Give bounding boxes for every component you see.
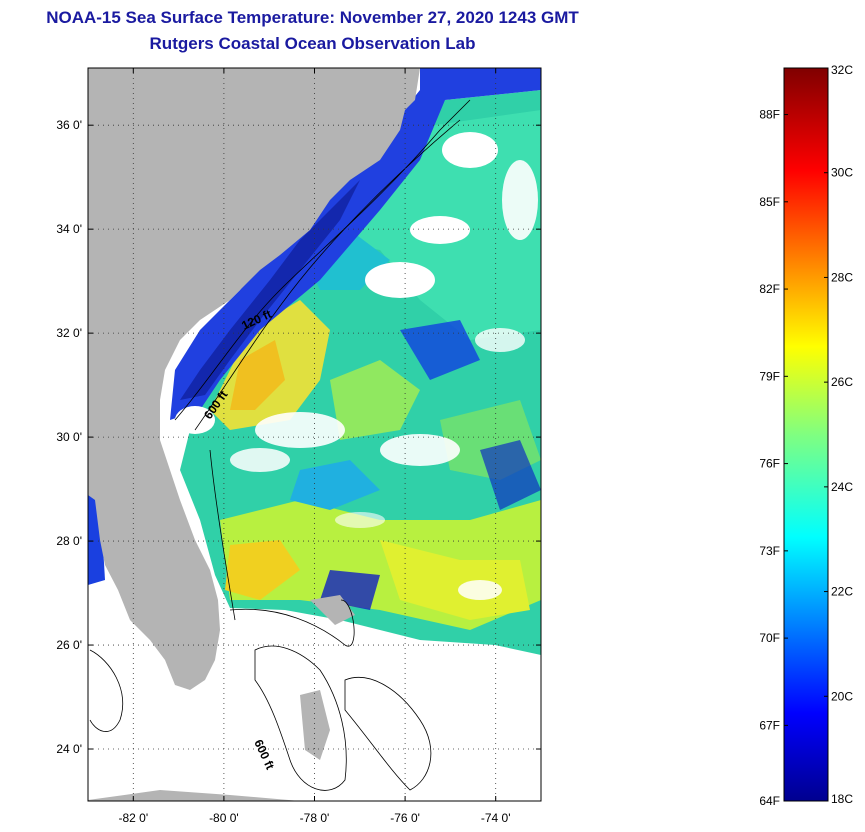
lat-tick-label: 36 0' (56, 118, 82, 132)
lon-tick-label: -78 0' (300, 811, 330, 825)
colorbar-fahrenheit-label: 88F (759, 108, 780, 122)
lat-tick-label: 24 0' (56, 742, 82, 756)
lat-tick-label: 28 0' (56, 534, 82, 548)
sst-data-layer (88, 68, 541, 655)
lat-tick-label: 26 0' (56, 638, 82, 652)
map-subtitle: Rutgers Coastal Ocean Observation Lab (149, 34, 476, 53)
lat-tick-label: 30 0' (56, 430, 82, 444)
colorbar-fahrenheit-label: 79F (759, 369, 780, 383)
lon-tick-label: -80 0' (209, 811, 239, 825)
bahamas-land (300, 690, 330, 760)
colorbar (783, 67, 829, 802)
colorbar-celsius-label: 28C (831, 270, 853, 284)
colorbar-fahrenheit-label: 70F (759, 631, 780, 645)
colorbar-celsius-label: 18C (831, 792, 853, 806)
land-mass (88, 68, 420, 690)
cuba-land (88, 790, 300, 801)
colorbar-celsius-label: 30C (831, 166, 853, 180)
colorbar-fahrenheit-label: 73F (759, 544, 780, 558)
bahamas-land (310, 595, 355, 625)
colorbar-celsius-label: 26C (831, 375, 853, 389)
colorbar-fahrenheit-label: 76F (759, 457, 780, 471)
colorbar-celsius-label: 20C (831, 689, 853, 703)
map-title: NOAA-15 Sea Surface Temperature: Novembe… (46, 8, 579, 27)
colorbar-celsius-label: 32C (831, 63, 853, 77)
colorbar-celsius-label: 24C (831, 480, 853, 494)
colorbar-fahrenheit-label: 85F (759, 195, 780, 209)
lat-tick-label: 32 0' (56, 326, 82, 340)
graticule (88, 68, 541, 801)
bathymetry-contours (89, 99, 471, 791)
colorbar-fahrenheit-label: 82F (759, 282, 780, 296)
colorbar-fahrenheit-label: 67F (759, 718, 780, 732)
colorbar-fahrenheit-label: 64F (759, 794, 780, 808)
lon-tick-label: -76 0' (390, 811, 420, 825)
lon-tick-label: -74 0' (481, 811, 511, 825)
lat-tick-label: 34 0' (56, 222, 82, 236)
colorbar-celsius-label: 22C (831, 585, 853, 599)
lon-tick-label: -82 0' (118, 811, 148, 825)
axis-ticks (88, 68, 541, 801)
